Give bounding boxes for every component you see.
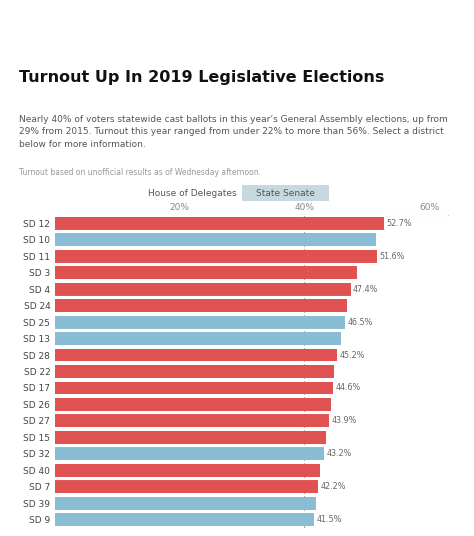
Text: 51.6%: 51.6% bbox=[379, 252, 405, 260]
Text: 41.5%: 41.5% bbox=[316, 515, 342, 524]
Bar bbox=[55, 332, 340, 345]
Bar bbox=[55, 480, 318, 493]
Text: 44.6%: 44.6% bbox=[336, 383, 361, 392]
Bar bbox=[55, 414, 328, 427]
Bar bbox=[55, 282, 350, 295]
Bar bbox=[55, 398, 330, 411]
Text: vpap.org: vpap.org bbox=[180, 12, 294, 36]
Bar bbox=[55, 497, 316, 510]
Bar bbox=[55, 365, 334, 378]
Text: 46.5%: 46.5% bbox=[347, 317, 373, 326]
Text: Nearly 40% of voters statewide cast ballots in this year’s General Assembly elec: Nearly 40% of voters statewide cast ball… bbox=[19, 115, 448, 149]
Text: 43.2%: 43.2% bbox=[327, 449, 352, 458]
Text: House of Delegates: House of Delegates bbox=[148, 189, 237, 197]
Bar bbox=[55, 266, 357, 279]
Text: 42.2%: 42.2% bbox=[320, 482, 346, 492]
Text: 45.2%: 45.2% bbox=[339, 351, 365, 360]
Bar bbox=[55, 233, 376, 246]
Bar bbox=[55, 316, 345, 329]
Bar bbox=[55, 217, 383, 229]
Bar bbox=[55, 513, 314, 526]
Bar bbox=[55, 431, 326, 444]
Bar bbox=[55, 348, 337, 361]
Bar bbox=[55, 382, 333, 394]
Text: 47.4%: 47.4% bbox=[353, 285, 378, 294]
Text: Turnout based on unofficial results as of Wednesday afternoon.: Turnout based on unofficial results as o… bbox=[19, 168, 261, 177]
Bar bbox=[55, 464, 320, 477]
Text: 43.9%: 43.9% bbox=[331, 416, 356, 426]
Text: 52.7%: 52.7% bbox=[386, 219, 412, 228]
Bar bbox=[55, 299, 347, 312]
Text: Turnout Up In 2019 Legislative Elections: Turnout Up In 2019 Legislative Elections bbox=[19, 70, 384, 85]
Text: State Senate: State Senate bbox=[256, 189, 315, 197]
Bar bbox=[55, 250, 377, 263]
Bar bbox=[55, 448, 324, 460]
